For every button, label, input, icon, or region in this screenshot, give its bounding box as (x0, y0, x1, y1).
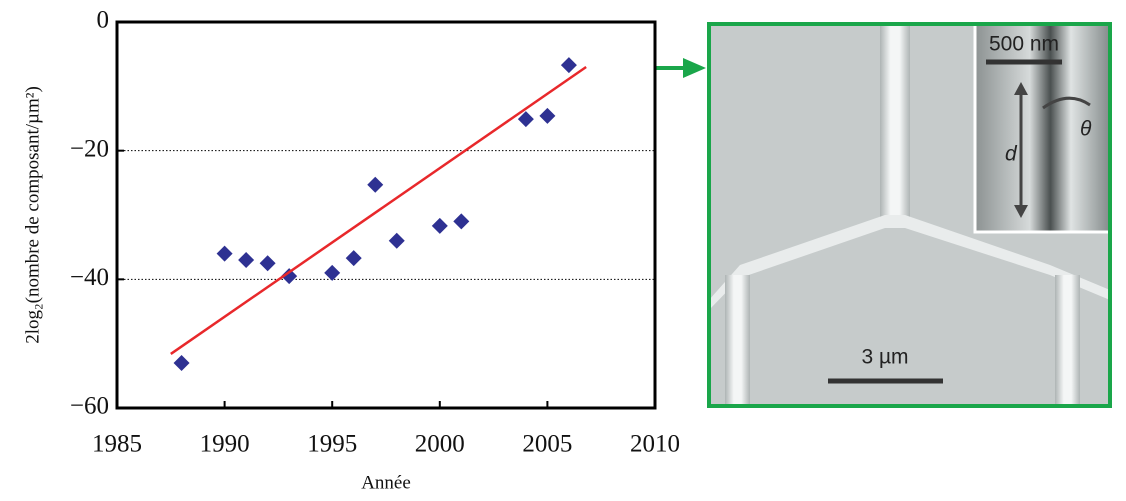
x-tick-label: 1990 (200, 431, 250, 458)
data-point (216, 245, 233, 262)
x-tick-label: 2000 (415, 431, 465, 458)
inset-label: θ (1080, 118, 1092, 141)
data-point (238, 252, 255, 269)
y-tick-label: −40 (70, 264, 109, 291)
data-point (367, 176, 384, 193)
arrow-head (1014, 205, 1028, 218)
data-point (517, 111, 534, 128)
x-tick-label: 1985 (92, 431, 142, 458)
inset-scale-label: 500 nm (989, 33, 1059, 56)
callout-arrow-head (683, 58, 706, 78)
micrograph-frame (707, 22, 1112, 408)
y-tick-label: 0 (97, 7, 110, 34)
data-point (453, 213, 470, 230)
data-point (388, 232, 405, 249)
micrograph (709, 24, 1110, 406)
arrow-head (1014, 82, 1028, 95)
y-tick-label: −60 (70, 393, 109, 420)
data-point (431, 217, 448, 234)
plot-frame (115, 20, 657, 410)
inset-label: d (1005, 143, 1018, 166)
data-point (173, 354, 190, 371)
data-point (560, 57, 577, 74)
trend-line (170, 66, 587, 355)
data-point (281, 268, 298, 285)
y-axis-label: 2log₂(nombre de composant/µm²) (22, 86, 43, 344)
x-axis-label: Année (361, 472, 411, 493)
y-tick-label: −20 (70, 135, 109, 162)
data-point (539, 107, 556, 124)
x-tick-label: 2005 (522, 431, 572, 458)
theta-arrow (1042, 96, 1091, 110)
data-point (345, 250, 362, 267)
x-tick-label: 2010 (630, 431, 680, 458)
x-tick-label: 1995 (307, 431, 357, 458)
scale-label: 3 µm (861, 346, 908, 369)
data-point (324, 264, 341, 281)
data-point (259, 255, 276, 272)
